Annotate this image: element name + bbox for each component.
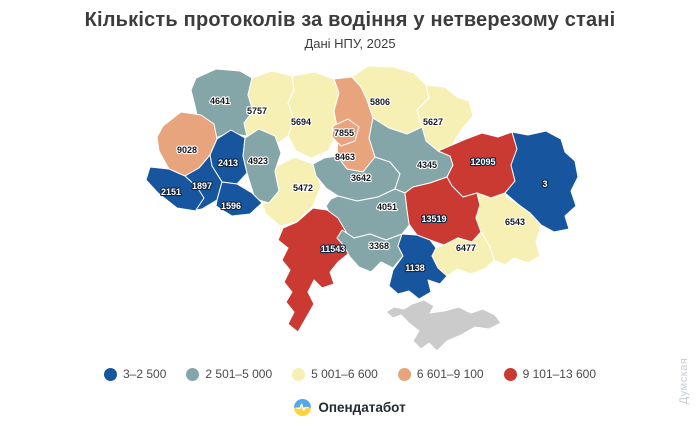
region-value-kyiv_city: 7855 [334, 128, 354, 138]
region-value-vinnytsia: 5472 [293, 183, 313, 193]
opendatabot-logo-icon [294, 399, 312, 416]
region-value-volyn: 4641 [210, 96, 230, 106]
footer: Опендатабот [0, 399, 700, 416]
region-value-zakarpattia: 2151 [161, 187, 181, 197]
legend-item-cat2: 2 501–5 000 [186, 367, 272, 381]
region-value-ivano_frankivsk: 1897 [192, 181, 212, 191]
region-value-poltava: 4345 [417, 160, 437, 170]
region-value-chernihiv: 5806 [370, 97, 390, 107]
chart-title: Кількість протоколів за водіння у нетвер… [84, 9, 616, 31]
chart-subtitle: Дані НПУ, 2025 [304, 36, 396, 51]
region-crimea [385, 299, 502, 352]
region-chernivtsi [215, 181, 263, 217]
region-value-zaporizhzhia: 6477 [456, 243, 476, 253]
legend-label: 2 501–5 000 [205, 367, 273, 381]
legend-swatch-icon [104, 367, 117, 381]
region-value-kherson: 1138 [405, 263, 425, 273]
region-value-mykolaiv: 3368 [369, 241, 389, 251]
region-value-kharkiv: 12095 [470, 157, 495, 167]
region-value-lviv: 9028 [177, 145, 197, 155]
region-value-cherkasy: 3642 [351, 173, 371, 183]
region-value-zhytomyr: 5694 [291, 117, 311, 127]
watermark: Думская [678, 357, 690, 405]
region-value-khmelnytskyi: 4923 [248, 156, 268, 166]
legend-item-cat5: 9 101–13 600 [503, 367, 596, 381]
region-value-sumy: 5627 [423, 117, 443, 127]
legend-item-cat1: 3–2 500 [104, 367, 166, 381]
legend-swatch-icon [397, 367, 411, 381]
region-value-kyiv_obl: 8463 [335, 152, 355, 162]
region-value-donetsk: 6543 [505, 217, 525, 227]
region-donetsk [475, 192, 542, 266]
brand-name: Опендатабот [318, 400, 406, 415]
legend-label: 5 001–6 600 [311, 367, 378, 381]
map-regions [145, 65, 579, 352]
legend-item-cat3: 5 001–6 600 [292, 367, 378, 381]
region-value-dnipro: 13519 [421, 214, 446, 224]
legend-label: 9 101–13 600 [522, 367, 596, 381]
region-value-kirovohrad: 4051 [377, 202, 397, 212]
legend-swatch-icon [292, 367, 306, 381]
region-value-odesa: 11543 [321, 244, 346, 254]
legend-swatch-icon [186, 367, 200, 381]
legend: 3–2 500 2 501–5 000 5 001–6 600 6 601–9 100… [0, 367, 700, 381]
region-value-ternopil: 2413 [218, 158, 238, 168]
region-mykolaiv [336, 229, 404, 273]
region-odesa [277, 207, 353, 333]
legend-label: 6 601–9 100 [416, 367, 484, 381]
region-value-luhansk: 3 [542, 179, 547, 189]
region-value-rivne: 5757 [247, 106, 267, 116]
map-labels: 4641 5757 5694 8463 7855 5806 5627 9028 2413 4923… [160, 95, 549, 274]
region-zhytomyr [287, 71, 340, 159]
region-value-chernivtsi: 1596 [221, 201, 241, 211]
legend-item-cat4: 6 601–9 100 [397, 367, 484, 381]
region-luhansk [504, 130, 579, 233]
region-kyiv_city [331, 118, 360, 147]
region-kherson [388, 233, 448, 300]
legend-label: 3–2 500 [123, 367, 167, 381]
legend-swatch-icon [503, 367, 517, 381]
